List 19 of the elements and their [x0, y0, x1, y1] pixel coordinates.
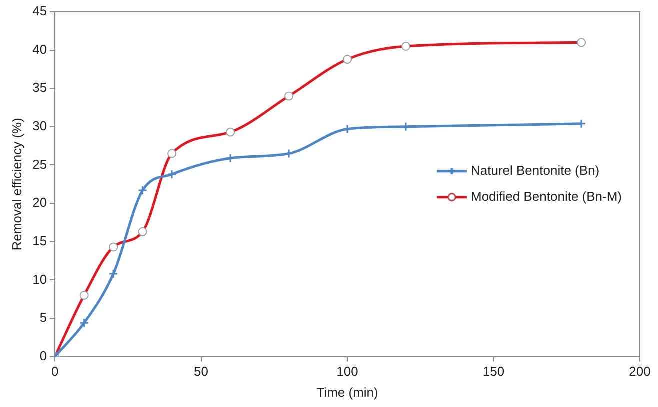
y-tick-label: 10 — [32, 272, 48, 287]
y-tick-label: 35 — [32, 80, 48, 96]
y-tick-label: 20 — [32, 195, 48, 210]
y-tick-label: 25 — [32, 156, 48, 172]
y-tick-label: 30 — [32, 118, 48, 134]
y-axis-title: Removal efficiency (%) — [9, 118, 24, 251]
x-tick-label: 50 — [194, 364, 209, 380]
y-tick-label: 5 — [40, 310, 48, 326]
y-tick-label: 45 — [32, 4, 48, 19]
x-tick-label: 0 — [51, 364, 59, 380]
x-axis-title: Time (min) — [316, 384, 378, 400]
y-tick-label: 15 — [32, 233, 48, 248]
y-tick-label: 0 — [40, 348, 48, 364]
y-tick-label: 40 — [32, 42, 48, 57]
x-tick-label: 150 — [482, 364, 505, 380]
legend-label: Naturel Bentonite (Bn) — [470, 162, 600, 178]
x-tick-label: 200 — [629, 364, 651, 380]
legend-label: Modified Bentonite (Bn-M) — [470, 188, 622, 204]
x-tick-label: 100 — [336, 364, 358, 380]
